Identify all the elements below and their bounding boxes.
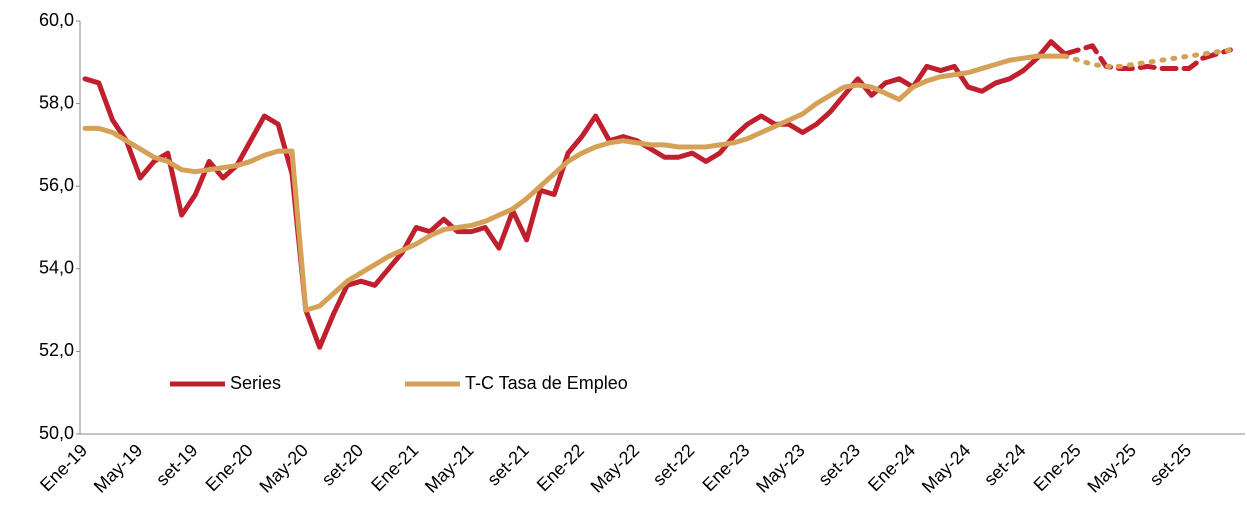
x-tick-label: Ene-23: [698, 440, 753, 495]
x-tick-label: set-25: [1146, 440, 1196, 490]
series-line: [82, 39, 1068, 350]
x-tick-label: Ene-25: [1030, 440, 1085, 495]
x-tick-label: May-22: [587, 440, 644, 497]
series-line: [82, 53, 1068, 313]
x-tick-label: set-20: [318, 440, 368, 490]
x-tick-label: Ene-24: [864, 440, 919, 495]
x-tick-label: May-21: [421, 440, 478, 497]
y-tick-label: 60,0: [39, 10, 74, 30]
x-tick-label: May-20: [255, 440, 312, 497]
y-tick-label: 56,0: [39, 175, 74, 195]
y-tick-label: 52,0: [39, 340, 74, 360]
legend-label: T-C Tasa de Empleo: [465, 373, 628, 393]
x-tick-label: Ene-19: [36, 440, 91, 495]
x-tick-label: set-24: [980, 440, 1030, 490]
x-tick-label: Ene-20: [202, 440, 257, 495]
x-tick-label: set-21: [483, 440, 533, 490]
x-tick-label: May-19: [90, 440, 147, 497]
x-tick-label: May-23: [752, 440, 809, 497]
x-tick-label: set-22: [649, 440, 699, 490]
y-tick-label: 54,0: [39, 258, 74, 278]
x-tick-label: set-23: [814, 440, 864, 490]
y-tick-label: 50,0: [39, 423, 74, 443]
x-tick-label: set-19: [152, 440, 202, 490]
x-tick-label: May-25: [1083, 440, 1140, 497]
series-line: [1062, 43, 1233, 71]
x-tick-label: Ene-22: [533, 440, 588, 495]
y-tick-label: 58,0: [39, 92, 74, 112]
x-tick-label: May-24: [918, 440, 975, 497]
legend-label: Series: [230, 373, 281, 393]
x-tick-label: Ene-21: [367, 440, 422, 495]
